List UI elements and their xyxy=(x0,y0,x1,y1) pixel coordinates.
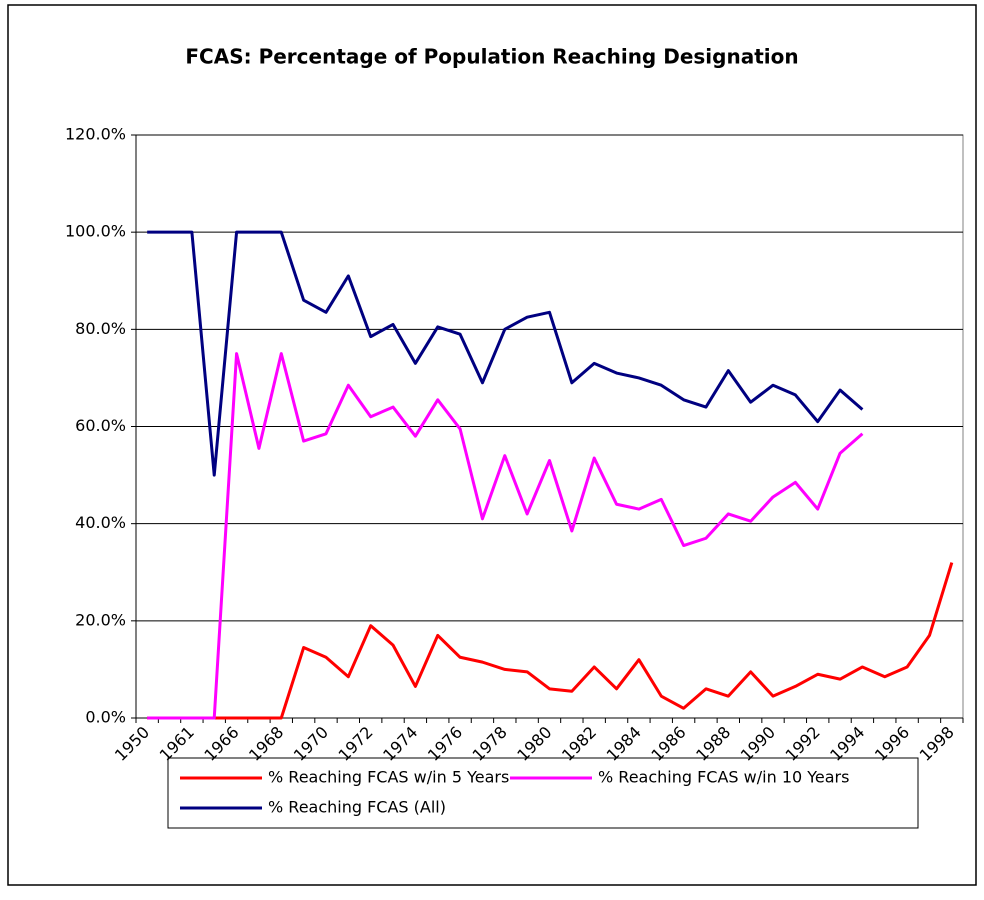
legend-label: % Reaching FCAS (All) xyxy=(268,798,446,817)
y-tick-label: 0.0% xyxy=(85,708,126,727)
y-tick-label: 60.0% xyxy=(75,416,126,435)
y-tick-label: 120.0% xyxy=(65,125,126,144)
series-line xyxy=(147,230,864,477)
legend-box xyxy=(167,757,919,829)
y-tick-label: 80.0% xyxy=(75,319,126,338)
legend-label: % Reaching FCAS w/in 10 Years xyxy=(598,768,849,787)
y-tick-label: 40.0% xyxy=(75,513,126,532)
y-tick-label: 100.0% xyxy=(65,222,126,241)
y-tick-label: 20.0% xyxy=(75,610,126,629)
series-line xyxy=(147,562,954,720)
legend-label: % Reaching FCAS w/in 5 Years xyxy=(268,768,509,787)
chart-title: FCAS: Percentage of Population Reaching … xyxy=(185,45,798,69)
series-line xyxy=(147,352,864,720)
